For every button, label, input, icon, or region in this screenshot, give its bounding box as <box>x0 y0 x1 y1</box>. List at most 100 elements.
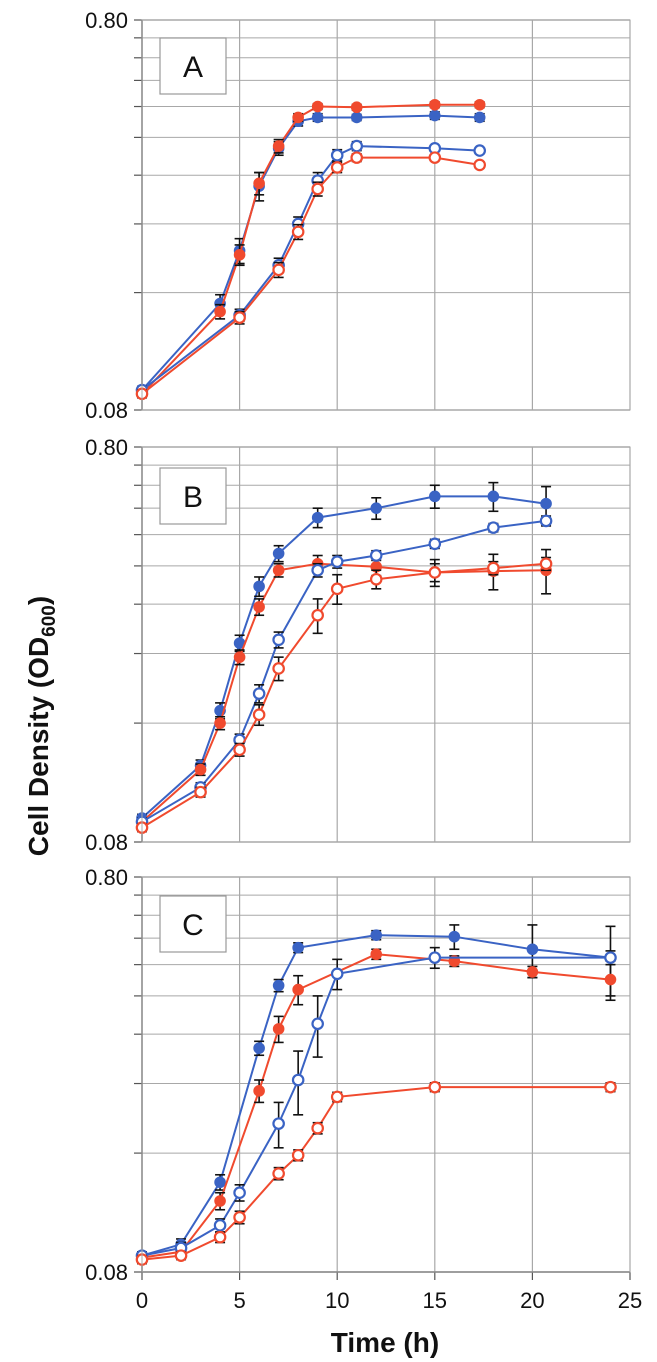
data-point <box>213 1230 227 1244</box>
data-point <box>330 1090 344 1104</box>
data-point <box>233 651 246 663</box>
data-point <box>291 1148 305 1162</box>
plot-area-frame <box>141 446 631 843</box>
data-point <box>272 1167 285 1180</box>
data-point <box>487 490 500 503</box>
y-axis-title-close: ) <box>23 596 54 605</box>
series-blue-open <box>135 946 617 1262</box>
data-point <box>272 263 285 277</box>
data-point <box>174 1249 188 1262</box>
data-point <box>214 717 226 729</box>
data-point <box>473 111 486 124</box>
data-point <box>233 743 246 757</box>
data-point <box>253 1042 265 1054</box>
data-point <box>272 140 285 152</box>
data-point <box>540 497 552 510</box>
panel-c: 0.80 0.08 0 5 10 15 20 25 C <box>85 865 642 1313</box>
panel-label-box <box>159 37 227 95</box>
data-point <box>311 1017 324 1031</box>
data-point <box>272 1023 285 1035</box>
y-tick-label-bottom: 0.08 <box>85 398 128 423</box>
data-point <box>370 502 383 514</box>
data-point <box>311 111 324 124</box>
data-point <box>473 98 486 111</box>
panel-label-box <box>159 467 227 525</box>
x-tick-label: 0 <box>136 1288 148 1313</box>
data-point <box>428 490 441 503</box>
y-tick-label-top: 0.80 <box>85 865 128 890</box>
data-point <box>330 148 344 162</box>
y-tick-label-top: 0.80 <box>85 8 128 33</box>
data-point <box>539 557 553 571</box>
data-point <box>194 763 207 776</box>
series-line <box>141 114 480 391</box>
panels-group: 0.80 0.08 A 0.80 0.08 B 0.80 0.08 0 5 10 15 20 25 C <box>85 8 642 1313</box>
data-point <box>604 951 617 964</box>
data-point <box>604 973 617 986</box>
data-point <box>214 305 226 318</box>
x-tick-label: 5 <box>233 1288 245 1313</box>
data-point <box>252 708 266 722</box>
series-line <box>141 934 611 1257</box>
data-point <box>487 521 500 534</box>
series-line <box>141 953 611 1259</box>
series-red-open <box>135 151 486 401</box>
data-point <box>370 929 383 941</box>
data-point <box>473 144 486 157</box>
data-point <box>272 633 285 647</box>
series-blue-open <box>135 514 553 829</box>
plot-area-frame <box>141 876 631 1273</box>
data-point <box>369 549 383 562</box>
data-point <box>350 139 364 153</box>
panel-label-box <box>159 895 227 953</box>
data-point <box>272 564 285 577</box>
data-point <box>330 582 344 596</box>
x-tick-label: 20 <box>520 1288 544 1313</box>
data-point <box>213 1219 227 1232</box>
series-line <box>141 1086 611 1261</box>
panel-b: 0.80 0.08 B <box>85 435 631 855</box>
data-point <box>292 941 304 954</box>
y-axis-title: Cell Density (OD600) <box>23 596 60 856</box>
data-point <box>272 662 285 675</box>
data-point <box>253 580 265 593</box>
data-point <box>526 943 539 956</box>
panel-label: B <box>183 481 203 514</box>
data-point <box>291 225 305 239</box>
y-axis-title-subscript: 600 <box>39 605 60 637</box>
data-point <box>428 566 442 579</box>
data-point <box>428 951 442 964</box>
data-point <box>291 1073 305 1087</box>
data-point <box>311 511 324 524</box>
data-point <box>292 111 304 124</box>
data-point <box>539 514 553 528</box>
data-point <box>292 983 304 996</box>
y-tick-label-bottom: 0.08 <box>85 830 128 855</box>
series-line <box>141 156 480 395</box>
data-point <box>370 948 383 961</box>
data-point <box>604 1080 617 1094</box>
data-point <box>526 966 539 978</box>
data-point <box>369 572 383 586</box>
y-tick-label-bottom: 0.08 <box>85 1260 128 1285</box>
data-point <box>253 601 265 613</box>
data-point <box>311 100 324 113</box>
data-point <box>330 555 344 568</box>
data-point <box>214 1195 226 1207</box>
x-tick-label: 10 <box>325 1288 349 1313</box>
x-tick-label: 15 <box>423 1288 447 1313</box>
data-point <box>487 561 500 575</box>
data-point <box>350 151 364 164</box>
data-point <box>448 930 461 943</box>
data-point <box>272 547 285 560</box>
series-line <box>141 956 611 1257</box>
data-point <box>272 979 285 992</box>
data-point <box>330 161 344 174</box>
x-tick-label: 25 <box>618 1288 642 1313</box>
y-axis-title-main: Cell Density (OD <box>23 637 54 856</box>
data-point <box>311 608 324 622</box>
data-point <box>473 158 486 172</box>
series-red-open <box>135 556 553 834</box>
data-point <box>350 101 363 114</box>
